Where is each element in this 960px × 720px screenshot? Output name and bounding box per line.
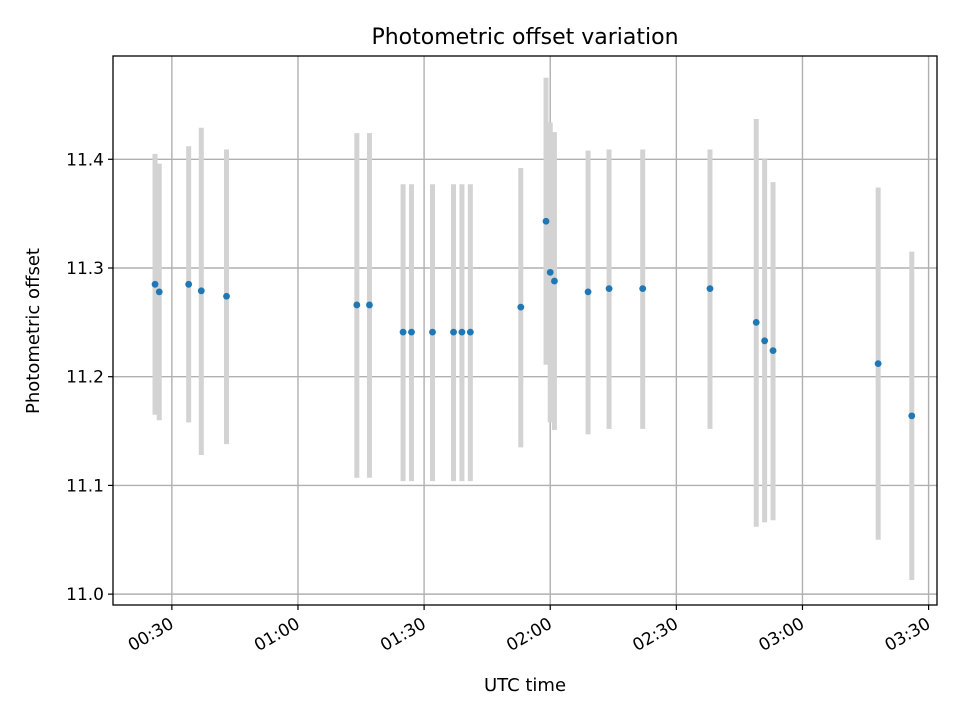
x-axis-label: UTC time [484,675,566,696]
data-point [429,328,436,336]
y-tick-label: 11.2 [66,368,104,388]
x-axis-ticks: 00:30 01:00 01:30 02:00 02:30 03:00 03:30 [125,605,934,656]
data-point [769,347,777,355]
x-tick-label: 02:30 [629,614,681,656]
data-point [450,328,457,336]
x-tick-label: 02:00 [503,614,555,656]
data-point [366,301,373,309]
data-point [706,285,714,293]
data-point [151,280,159,288]
data-point [752,318,760,326]
y-tick-label: 11.3 [66,259,104,279]
x-tick-label: 01:00 [251,614,303,656]
y-axis-label: Photometric offset [23,248,44,414]
data-points [151,217,916,420]
data-point [353,301,361,309]
data-point [584,288,592,296]
data-point [639,285,647,293]
y-axis-ticks: 11.0 11.1 11.2 11.3 11.4 [66,150,113,605]
data-point [399,328,407,336]
data-point [223,292,230,300]
x-tick-label: 01:30 [377,614,429,656]
y-tick-label: 11.0 [66,585,104,605]
data-point [874,360,882,368]
x-tick-label: 00:30 [125,614,177,656]
data-point [408,328,415,336]
data-point [551,277,558,285]
data-point [546,268,554,276]
data-point [605,285,613,293]
data-point [185,280,193,288]
grid [113,56,937,605]
data-point [761,337,769,345]
x-tick-label: 03:30 [882,614,934,656]
data-point [197,287,205,295]
y-tick-label: 11.1 [66,476,104,496]
x-tick-label: 03:00 [756,614,808,656]
data-point [155,288,163,296]
data-point [458,328,466,336]
data-point [466,328,474,336]
data-point [517,303,525,311]
plot-frame [112,55,938,606]
data-point [908,412,916,420]
chart-title: Photometric offset variation [371,25,678,50]
error-bars [152,77,915,580]
y-tick-label: 11.4 [66,150,104,170]
data-point [542,217,550,225]
